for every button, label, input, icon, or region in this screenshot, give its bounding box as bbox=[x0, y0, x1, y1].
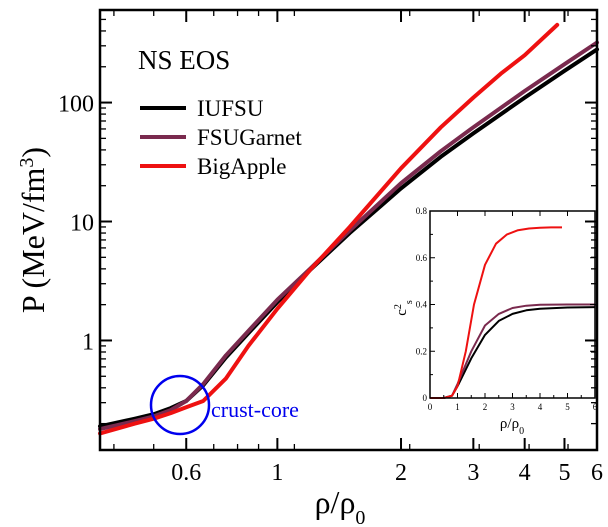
inset-x-tick-label: 6 bbox=[593, 402, 598, 412]
x-tick-label: 2 bbox=[395, 460, 407, 486]
inset-x-axis-label: ρ/ρ0 bbox=[500, 416, 524, 437]
chart-title: NS EOS bbox=[138, 45, 230, 75]
inset-x-tick-label: 5 bbox=[565, 402, 570, 412]
inset-plot: 0 1 2 3 4 5 6 0 0.2 0.4 0.6 0.8 c2s ρ/ρ0 bbox=[393, 206, 598, 437]
legend: IUFSU FSUGarnet BigApple bbox=[140, 96, 302, 179]
legend-label-iufsu: IUFSU bbox=[197, 96, 264, 121]
inset-x-tick-label: 0 bbox=[428, 402, 433, 412]
inset-series-group bbox=[430, 226, 596, 399]
x-axis-label: ρ/ρ0 bbox=[315, 484, 366, 527]
y-axis-label: P (MeV/fm3) bbox=[15, 147, 51, 313]
crust-core-annotation: crust-core bbox=[211, 397, 299, 422]
inset-plot-frame bbox=[429, 210, 596, 399]
x-tick-label: 4 bbox=[519, 460, 531, 486]
inset-x-tick-label: 3 bbox=[510, 402, 515, 412]
series-line-iufsu bbox=[98, 47, 599, 429]
inset-y-tick-label: 0.4 bbox=[416, 300, 428, 310]
inset-series-line-iufsu bbox=[430, 306, 596, 399]
inset-y-tick-label: 0.6 bbox=[416, 253, 428, 263]
x-tick-label: 5 bbox=[558, 460, 570, 486]
y-tick-label: 100 bbox=[58, 92, 94, 118]
inset-y-tick-label: 0.2 bbox=[416, 346, 427, 356]
y-tick-label: 10 bbox=[70, 211, 94, 237]
inset-x-tick-label: 2 bbox=[483, 402, 488, 412]
inset-y-tick-label: 0 bbox=[423, 393, 428, 403]
x-tick-label: 0.6 bbox=[171, 460, 201, 486]
main-plot-frame bbox=[98, 8, 599, 452]
inset-series-line-fsugarnet bbox=[430, 303, 595, 399]
x-tick-label: 3 bbox=[467, 460, 479, 486]
y-tick-label: 1 bbox=[82, 329, 94, 355]
legend-label-fsugarnet: FSUGarnet bbox=[197, 125, 302, 150]
inset-y-axis-label: c2s bbox=[393, 300, 415, 316]
inset-x-tick-label: 1 bbox=[455, 402, 460, 412]
x-tick-label: 6 bbox=[591, 460, 603, 486]
inset-ticks-group: 0 1 2 3 4 5 6 0 0.2 0.4 0.6 0.8 bbox=[416, 206, 598, 412]
series-line-fsugarnet bbox=[98, 40, 599, 432]
inset-y-tick-label: 0.8 bbox=[416, 206, 428, 216]
inset-series-line-bigapple bbox=[430, 226, 562, 399]
main-series-group bbox=[98, 22, 599, 436]
legend-label-bigapple: BigApple bbox=[197, 154, 286, 179]
crust-core-circle bbox=[149, 374, 211, 436]
inset-x-tick-label: 4 bbox=[538, 402, 543, 412]
x-tick-label: 1 bbox=[271, 460, 283, 486]
series-line-bigapple bbox=[98, 22, 560, 436]
